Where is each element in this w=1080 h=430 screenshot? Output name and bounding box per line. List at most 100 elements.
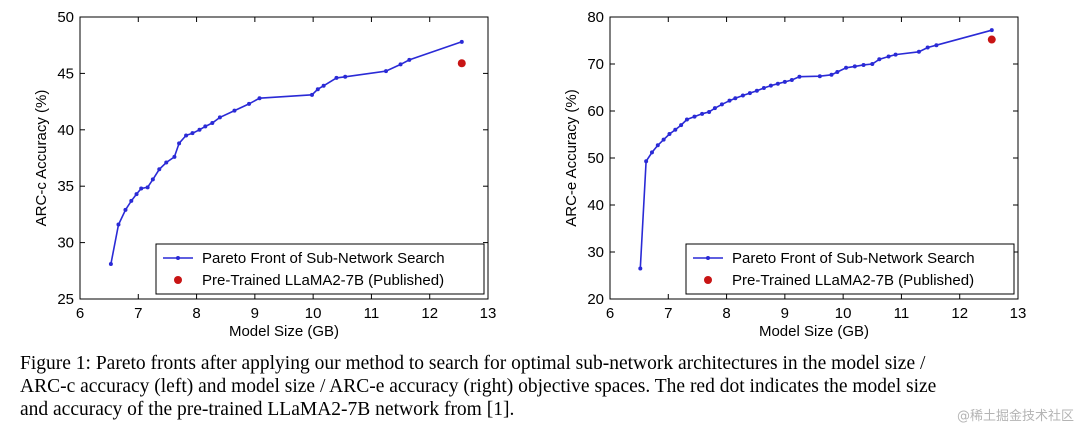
- arc-c-ytick-label: 50: [57, 9, 74, 26]
- arc-e-data-point: [782, 79, 787, 84]
- arc-e-ytick-label: 20: [587, 291, 604, 308]
- arc-e-data-point: [661, 137, 666, 142]
- arc-c-ytick-label: 35: [57, 178, 74, 195]
- arc-c-data-point: [177, 141, 182, 146]
- arc-e-data-point: [719, 102, 724, 107]
- arc-c-data-point: [203, 124, 208, 129]
- arc-c-ytick-label: 30: [57, 235, 74, 252]
- arc-e-data-point: [761, 85, 766, 90]
- arc-c-data-point: [232, 108, 237, 113]
- arc-e-ytick-label: 50: [587, 150, 604, 167]
- arc-c-data-point: [129, 198, 134, 203]
- arc-c-data-point: [315, 87, 320, 92]
- arc-c-chart: 6 7 8 9 10 11 12 13 25 30 35 40 45 50 Model Size (GB) A…: [0, 0, 520, 350]
- arc-e-data-point: [684, 117, 689, 122]
- arc-e-data-point: [844, 65, 849, 70]
- arc-c-data-point: [172, 154, 177, 159]
- arc-e-data-point: [789, 77, 794, 82]
- arc-c-data-point: [116, 222, 121, 227]
- arc-e-data-point: [852, 64, 857, 69]
- arc-e-data-point: [679, 123, 684, 128]
- arc-c-xtick-label: 6: [76, 305, 84, 322]
- arc-c-legend-swatch-marker: [176, 256, 180, 260]
- arc-c-data-point: [309, 92, 314, 97]
- arc-e-data-point: [893, 52, 898, 57]
- arc-e-data-point: [727, 98, 732, 103]
- arc-e-yaxis-label: ARC-e Accuracy (%): [563, 89, 580, 227]
- arc-e-legend-label: Pre-Trained LLaMA2-7B (Published): [732, 272, 974, 289]
- arc-e-data-point: [934, 43, 939, 48]
- arc-e-data-point: [829, 72, 834, 77]
- arc-e-xtick-label: 12: [951, 305, 968, 322]
- arc-e-reference-point: [987, 35, 996, 44]
- arc-e-data-point: [649, 150, 654, 155]
- arc-c-data-point: [184, 133, 189, 138]
- arc-c-legend-label: Pareto Front of Sub-Network Search: [202, 250, 445, 267]
- arc-c-ytick-label: 25: [57, 291, 74, 308]
- arc-c-data-point: [145, 185, 150, 190]
- arc-c-xtick-label: 8: [192, 305, 200, 322]
- arc-e-data-point: [835, 69, 840, 74]
- arc-c-legend-swatch-dot: [174, 276, 182, 284]
- arc-e-data-point: [655, 143, 660, 148]
- arc-e-data-point: [733, 96, 738, 101]
- arc-e-data-point: [817, 74, 822, 79]
- arc-c-xtick-label: 13: [480, 305, 497, 322]
- arc-c-xtick-label: 10: [305, 305, 322, 322]
- arc-e-data-point: [870, 62, 875, 66]
- arc-e-data-point: [886, 54, 891, 59]
- arc-c-data-point: [197, 127, 202, 132]
- arc-c-data-point: [459, 39, 464, 44]
- arc-e-xtick-label: 13: [1010, 305, 1027, 322]
- arc-c-data-point: [398, 62, 403, 67]
- arc-e-data-point: [775, 81, 780, 86]
- arc-c-ytick-label: 40: [57, 122, 74, 139]
- arc-e-data-point: [712, 106, 717, 111]
- arc-e-data-point: [700, 111, 705, 116]
- arc-c-data-point: [123, 207, 128, 212]
- arc-c-data-point: [210, 121, 215, 126]
- arc-e-ytick-label: 40: [587, 197, 604, 214]
- arc-e-legend-swatch-dot: [704, 276, 712, 284]
- arc-e-xtick-label: 9: [781, 305, 789, 322]
- arc-e-xtick-label: 10: [835, 305, 852, 322]
- arc-c-xtick-label: 11: [364, 305, 380, 322]
- arc-e-xtick-label: 6: [606, 305, 614, 322]
- arc-e-chart: 6 7 8 9 10 11 12 13 20 30 40 50 60 70 80 Model Size (GB…: [530, 0, 1050, 350]
- arc-c-xtick-label: 9: [251, 305, 259, 322]
- caption-line-1: Figure 1: Pareto fronts after applying o…: [20, 353, 926, 374]
- arc-c-data-point: [134, 192, 139, 197]
- arc-c-data-point: [321, 83, 326, 88]
- arc-c-data-point: [150, 177, 155, 182]
- arc-e-data-point: [925, 45, 930, 50]
- arc-c-xaxis-label: Model Size (GB): [229, 323, 339, 340]
- arc-e-data-point: [667, 132, 672, 137]
- arc-c-yaxis-label: ARC-c Accuracy (%): [33, 90, 50, 227]
- arc-e-xaxis-label: Model Size (GB): [759, 323, 869, 340]
- arc-c-data-point: [343, 74, 348, 79]
- arc-e-legend: [685, 243, 1015, 295]
- arc-c-xtick-label: 7: [134, 305, 142, 322]
- arc-e-data-point: [707, 109, 712, 114]
- arc-e-data-point: [638, 266, 643, 271]
- arc-e-data-point: [989, 28, 994, 33]
- arc-e-data-point: [673, 127, 678, 132]
- arc-e-xtick-label: 11: [894, 305, 910, 322]
- arc-e-data-point: [740, 93, 745, 98]
- arc-e-xtick-label: 7: [664, 305, 672, 322]
- arc-c-data-point: [407, 57, 412, 62]
- arc-e-data-point: [644, 159, 649, 164]
- arc-e-data-point: [692, 114, 697, 119]
- caption-line-2: ARC-c accuracy (left) and model size / A…: [20, 376, 937, 397]
- arc-c-data-point: [247, 101, 252, 106]
- arc-e-data-point: [916, 49, 921, 54]
- arc-c-data-point: [334, 75, 339, 80]
- arc-e-ytick-label: 60: [587, 103, 604, 120]
- arc-e-data-point: [754, 88, 759, 93]
- arc-c-data-point: [164, 160, 169, 165]
- arc-c-legend: [155, 243, 485, 295]
- arc-c-data-point: [217, 115, 222, 120]
- caption-line-3: and accuracy of the pre-trained LLaMA2-7…: [20, 399, 515, 420]
- arc-c-chart-svg: 6 7 8 9 10 11 12 13 25 30 35 40 45 50 Model Size (GB) A…: [33, 9, 497, 340]
- arc-c-data-point: [108, 262, 113, 267]
